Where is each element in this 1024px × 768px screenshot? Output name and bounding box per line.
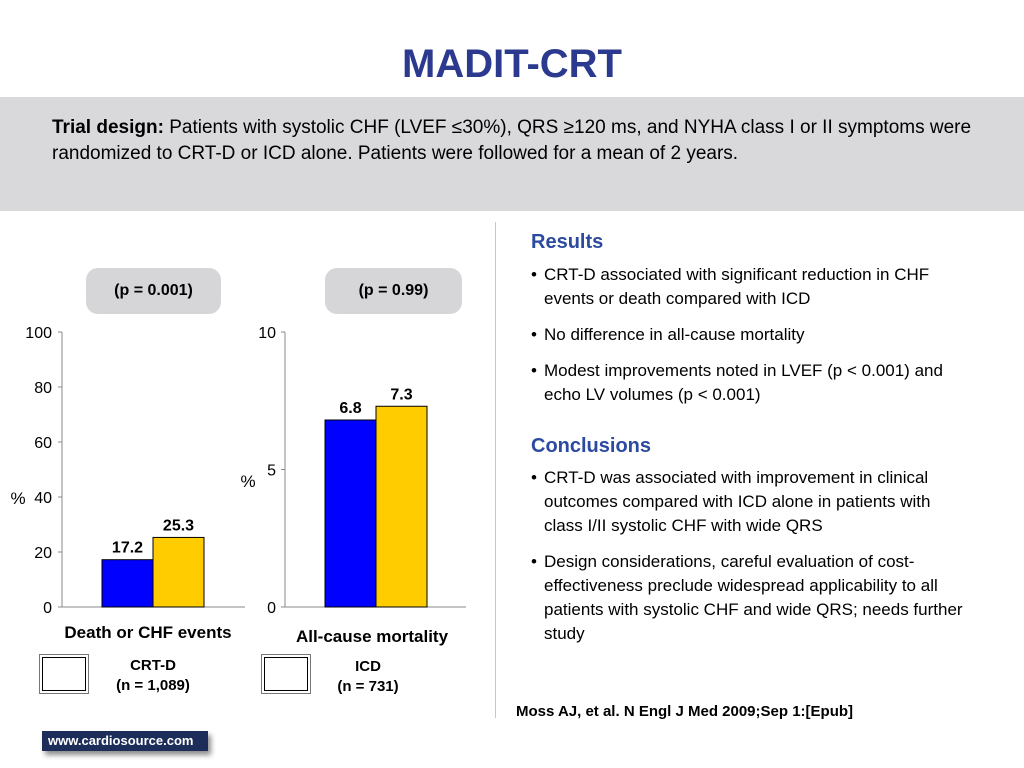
conclusions-list: • CRT-D was associated with improvement i… [531, 466, 971, 658]
y-tick-label: 60 [34, 435, 52, 452]
bar-crtd [101, 559, 154, 608]
y-tick-label: 0 [267, 600, 276, 617]
data-label: 6.8 [339, 400, 361, 417]
trial-design-label: Trial design: [52, 117, 164, 138]
bar-icd [375, 405, 428, 608]
data-label: 7.3 [390, 386, 412, 403]
trial-design-body: Patients with systolic CHF (LVEF ≤30%), … [52, 117, 972, 164]
column-divider [495, 222, 496, 718]
legend-crtd-name: CRT-D [130, 657, 176, 674]
bar-icd [152, 536, 205, 608]
conclusions-item: • CRT-D was associated with improvement i… [531, 466, 971, 538]
p-value-badge-2: (p = 0.99) [325, 268, 462, 314]
legend-icd-n: (n = 731) [337, 678, 399, 695]
legend-swatch-crtd [42, 657, 86, 691]
conclusions-item-text: Design considerations, careful evaluatio… [544, 552, 963, 643]
y-axis-label: % [10, 489, 25, 508]
legend-label-icd: ICD (n = 731) [314, 657, 422, 697]
y-tick-label: 100 [25, 325, 52, 342]
results-item-text: CRT-D associated with significant reduct… [544, 265, 930, 308]
results-list: • CRT-D associated with significant reduc… [531, 263, 971, 419]
footer-url[interactable]: www.cardiosource.com [42, 731, 208, 751]
bullet-marker: • [531, 265, 537, 284]
page-title: MADIT-CRT [402, 42, 622, 86]
results-item: • Modest improvements noted in LVEF (p < … [531, 359, 971, 407]
bullet-marker: • [531, 325, 537, 344]
bullet-marker: • [531, 552, 537, 571]
conclusions-item-text: CRT-D was associated with improvement in… [544, 468, 931, 535]
legend-label-crtd: CRT-D (n = 1,089) [92, 656, 214, 696]
data-label: 25.3 [163, 517, 194, 534]
y-axis-label: % [240, 472, 255, 491]
y-tick-label: 5 [267, 463, 276, 480]
bullet-marker: • [531, 361, 537, 380]
results-item-text: Modest improvements noted in LVEF (p < 0… [544, 361, 943, 404]
results-item-text: No difference in all-cause mortality [544, 325, 805, 344]
results-heading: Results [531, 231, 604, 253]
conclusions-heading: Conclusions [531, 435, 652, 457]
y-tick-label: 80 [34, 380, 52, 397]
chart-title: All-cause mortality [296, 627, 449, 646]
data-label: 17.2 [112, 540, 143, 557]
bullet-marker: • [531, 468, 537, 487]
results-item: • No difference in all-cause mortality [531, 323, 971, 347]
p-value-badge-1: (p = 0.001) [86, 268, 221, 314]
legend-swatch-icd [264, 657, 308, 691]
y-tick-label: 10 [258, 325, 276, 342]
chart-title: Death or CHF events [64, 623, 231, 642]
y-tick-label: 40 [34, 490, 52, 507]
citation: Moss AJ, et al. N Engl J Med 2009;Sep 1:… [516, 703, 854, 720]
y-tick-label: 0 [43, 600, 52, 617]
bar-crtd [324, 419, 377, 608]
trial-design-panel: Trial design: Patients with systolic CHF… [0, 97, 1024, 211]
trial-design-text: Trial design: Patients with systolic CHF… [52, 115, 982, 167]
legend-icd-name: ICD [355, 658, 381, 675]
results-item: • CRT-D associated with significant reduc… [531, 263, 971, 311]
conclusions-item: • Design considerations, careful evaluati… [531, 550, 971, 646]
legend-crtd-n: (n = 1,089) [116, 677, 190, 694]
y-tick-label: 20 [34, 545, 52, 562]
